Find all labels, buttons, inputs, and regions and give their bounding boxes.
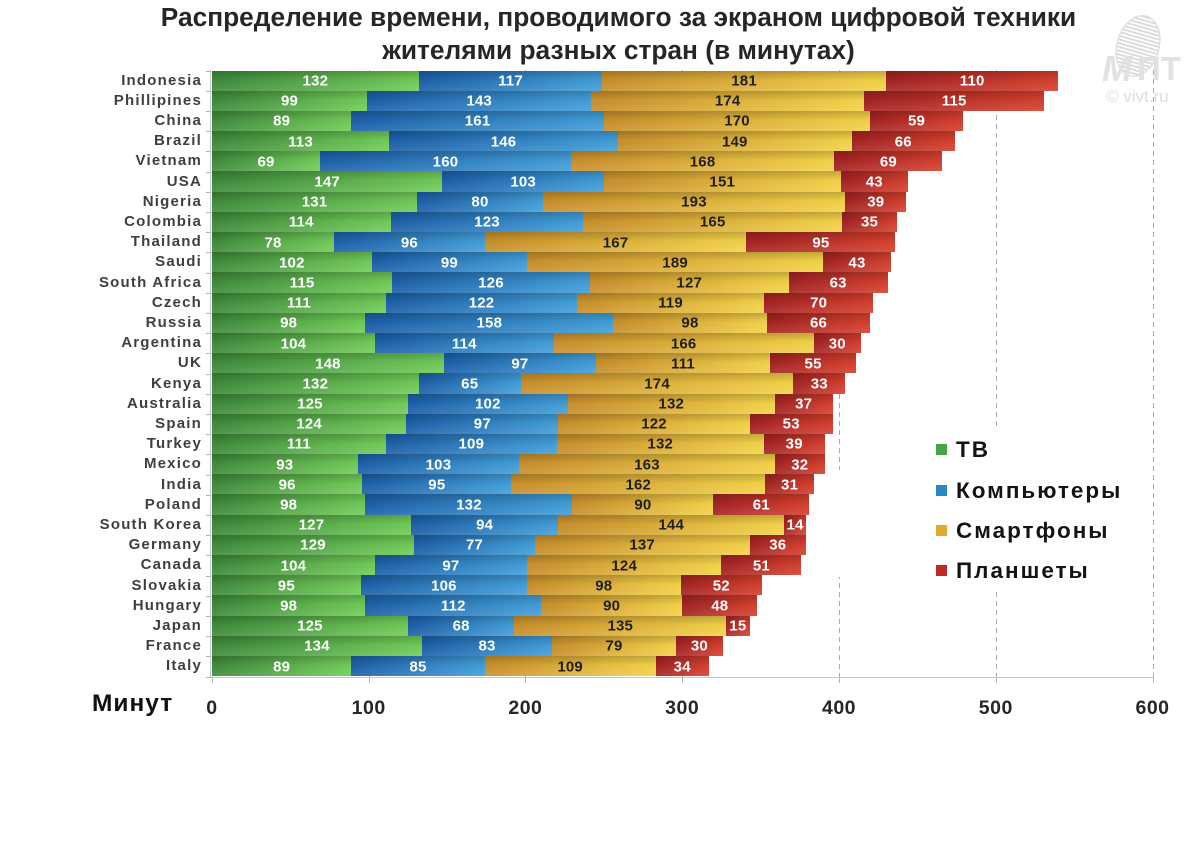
svg-text:М: М	[1102, 48, 1133, 89]
svg-text:© vivt.ru: © vivt.ru	[1106, 87, 1169, 106]
svg-text:ПТ: ПТ	[1137, 50, 1181, 87]
